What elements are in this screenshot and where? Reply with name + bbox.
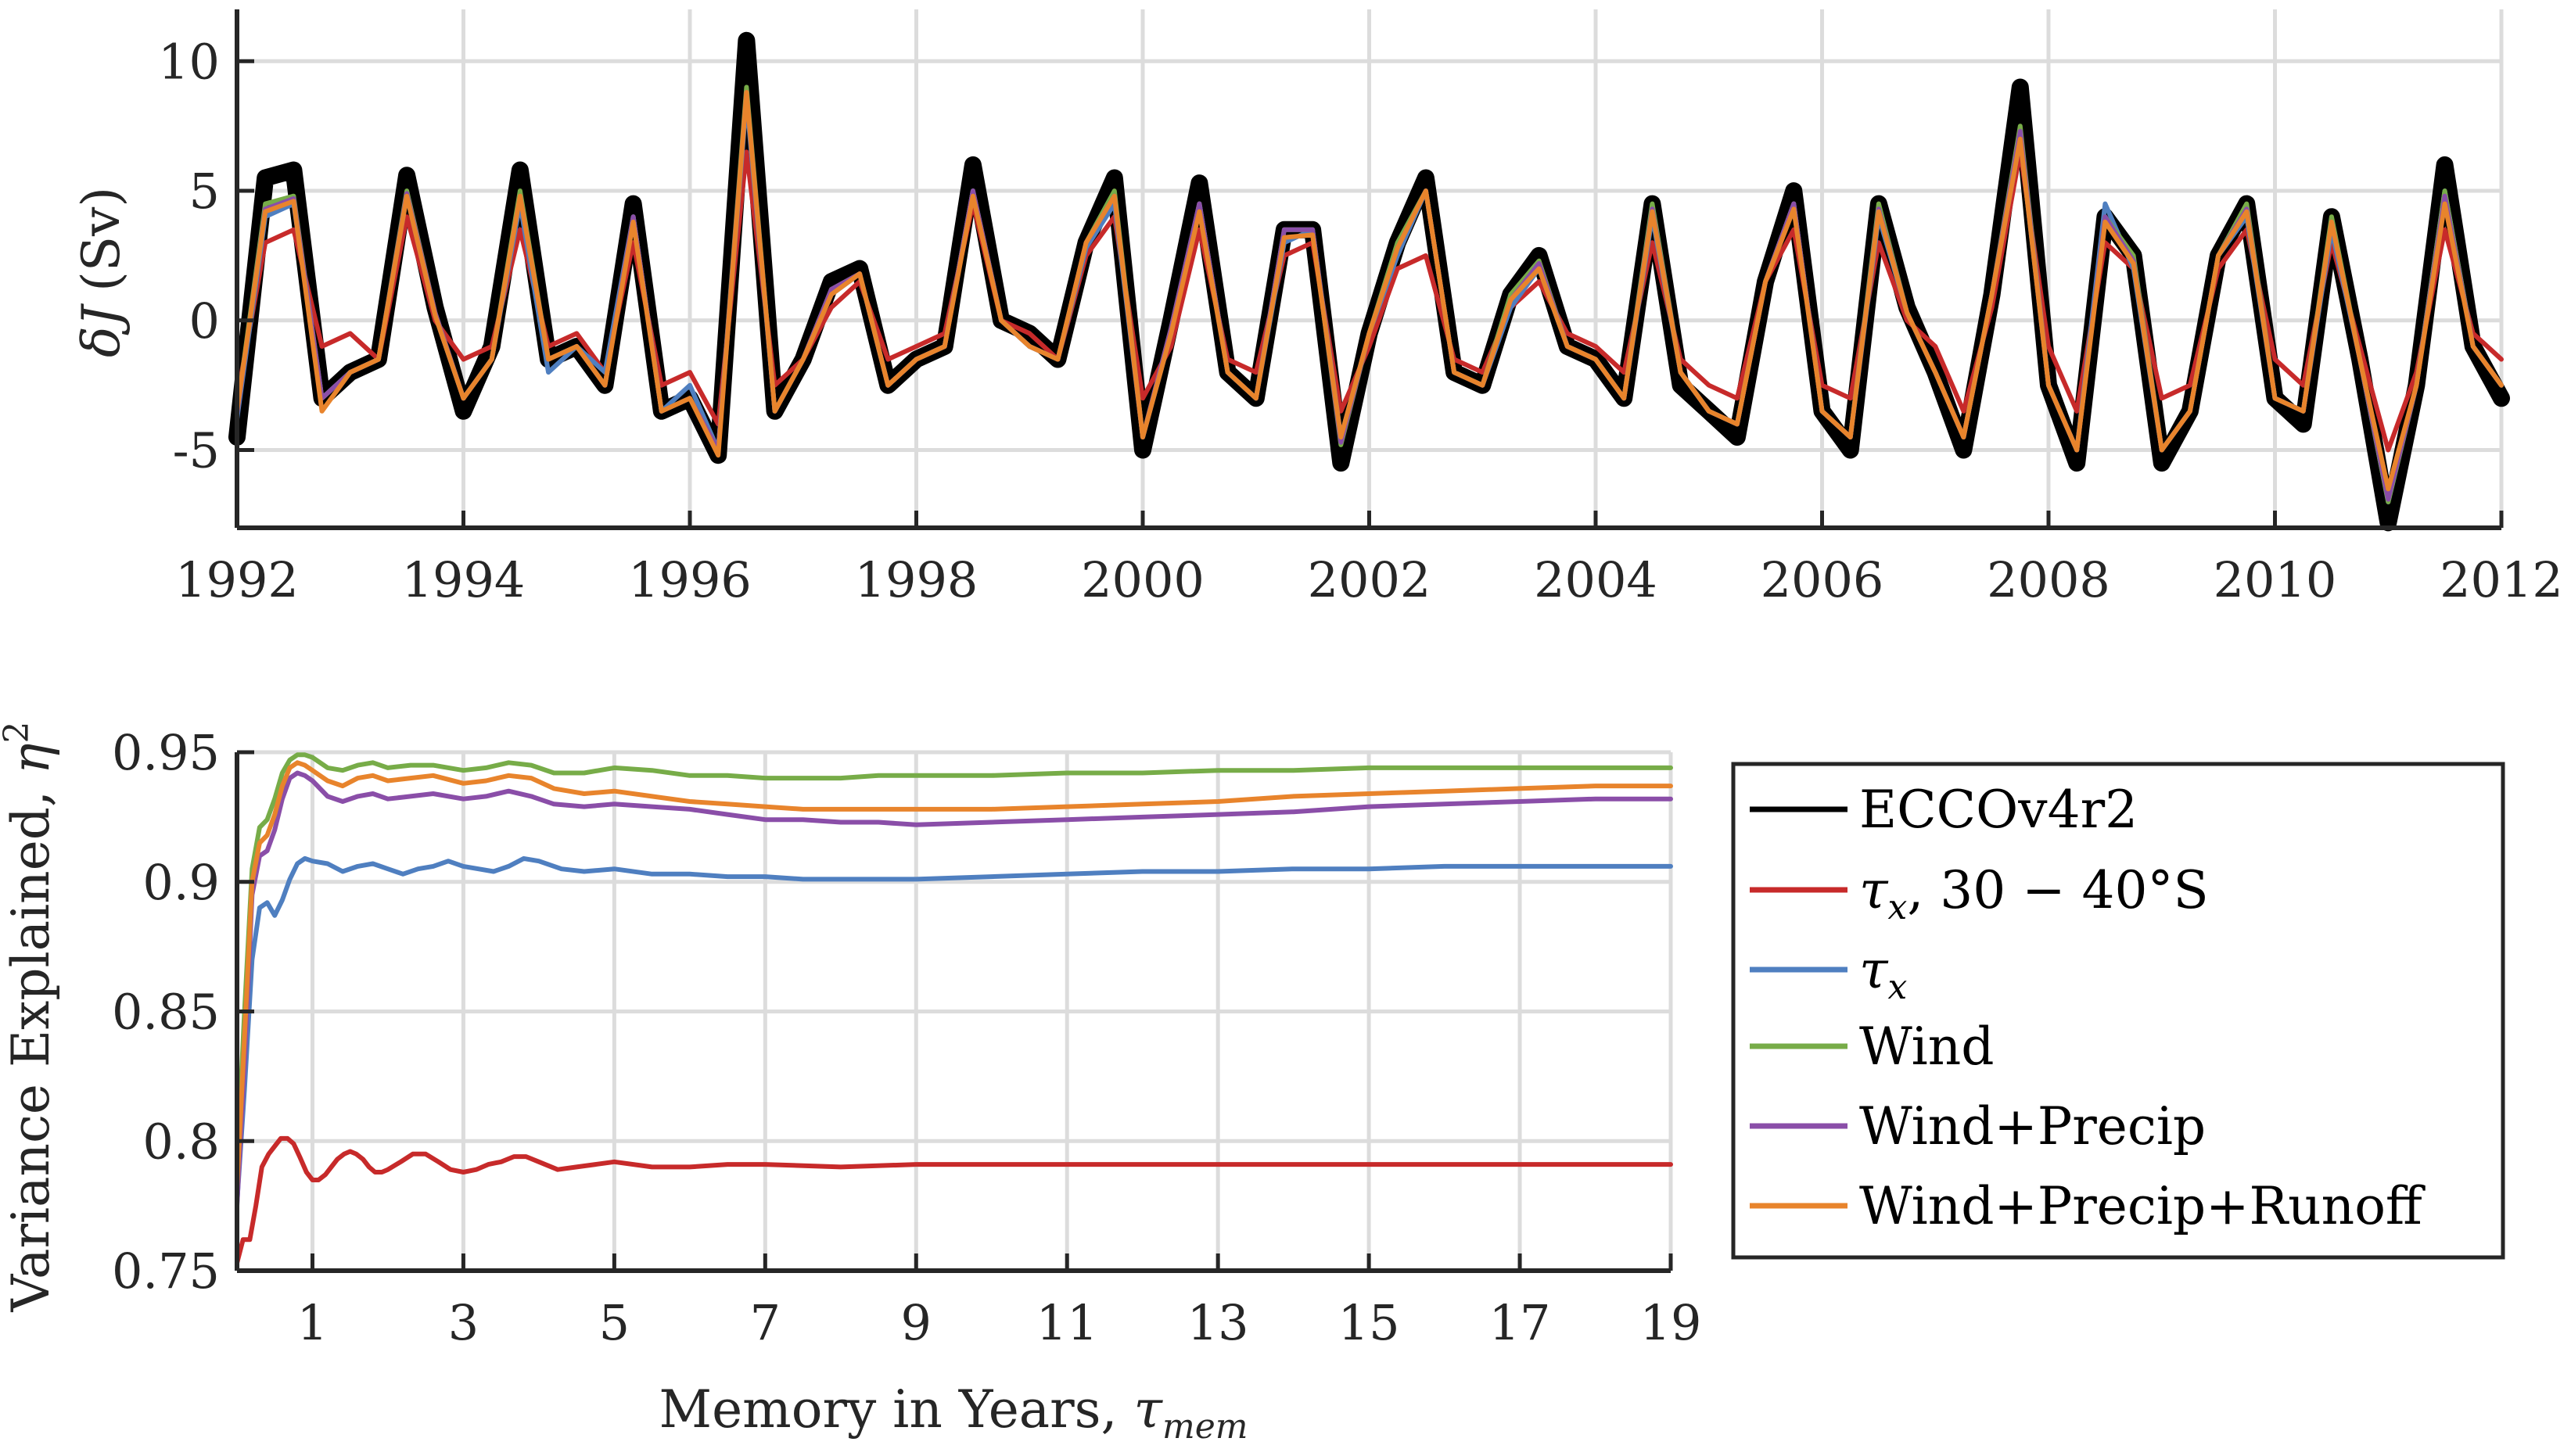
bottom-x-tick-label: 19 bbox=[1640, 1294, 1702, 1351]
bottom-y-tick-labels: 0.75 0.8 0.85 0.9 0.95 bbox=[112, 724, 220, 1300]
bottom-y-tick-label: 0.8 bbox=[142, 1113, 220, 1170]
legend-label-eccov4r2: ECCOv4r2 bbox=[1859, 780, 2138, 840]
bottom-x-axis-subscript: mem bbox=[1162, 1407, 1248, 1447]
top-x-tick-label: 1996 bbox=[628, 551, 752, 608]
top-y-axis-symbol: δJ bbox=[71, 303, 131, 357]
legend-entry-tau-x-band: τx, 30 − 40°S bbox=[1750, 860, 2209, 927]
bottom-y-tick-label: 0.75 bbox=[112, 1243, 220, 1300]
legend-label-tau-x: τx bbox=[1859, 940, 1908, 1007]
legend-label-wind: Wind bbox=[1859, 1017, 1995, 1077]
bottom-series-x bbox=[235, 855, 1673, 1206]
bottom-series-wind-precip bbox=[235, 770, 1673, 1209]
legend-label-wind-precip: Wind+Precip bbox=[1859, 1096, 2206, 1157]
bottom-axes bbox=[235, 750, 1673, 1273]
bottom-x-tick-label: 3 bbox=[448, 1294, 479, 1351]
legend-entry-wind-precip-runoff: Wind+Precip+Runoff bbox=[1750, 1176, 2426, 1236]
bottom-y-axis-superscript: 2 bbox=[0, 721, 37, 743]
bottom-x-axis-text: Memory in Years, bbox=[659, 1379, 1134, 1440]
top-x-tick-labels: 1992 1994 1996 1998 2000 2002 2004 2006 2008 2010… bbox=[175, 551, 2563, 608]
bottom-y-tick-label: 0.9 bbox=[142, 854, 220, 911]
legend-tau-x-symbol: τ bbox=[1859, 940, 1889, 1000]
top-x-tick-label: 2002 bbox=[1308, 551, 1431, 608]
bottom-gridlines bbox=[237, 750, 1673, 1273]
bottom-x-axis-label: Memory in Years, τmem bbox=[659, 1379, 1248, 1447]
top-x-tick-label: 2000 bbox=[1081, 551, 1205, 608]
top-y-tick-labels: -5 0 5 10 bbox=[158, 33, 220, 479]
top-y-axis-unit: (Sv) bbox=[71, 187, 131, 292]
bottom-y-tick-label: 0.85 bbox=[112, 984, 220, 1041]
top-x-tick-label: 1998 bbox=[855, 551, 978, 608]
bottom-y-tick-label: 0.95 bbox=[112, 724, 220, 781]
top-axes bbox=[235, 9, 2504, 530]
bottom-x-tick-label: 13 bbox=[1187, 1294, 1249, 1351]
bottom-x-tick-label: 1 bbox=[297, 1294, 328, 1351]
bottom-y-axis-label: Variance Explained, η2 bbox=[0, 721, 61, 1312]
bottom-x-tick-label: 9 bbox=[901, 1294, 932, 1351]
top-series-group bbox=[228, 31, 2510, 532]
top-y-tick-label: 10 bbox=[158, 33, 220, 90]
bottom-series-wind bbox=[235, 752, 1673, 1170]
bottom-series-wind-precip-runoff bbox=[235, 760, 1673, 1190]
legend-tau-subscript: x bbox=[1888, 888, 1908, 927]
legend: ECCOv4r2 τx, 30 − 40°S τx Wind Wind+Prec… bbox=[1731, 762, 2505, 1260]
legend-label-tau-x-band: τx, 30 − 40°S bbox=[1859, 860, 2209, 927]
legend-label-wind-precip-runoff: Wind+Precip+Runoff bbox=[1859, 1176, 2426, 1236]
bottom-x-axis-symbol: τ bbox=[1134, 1379, 1164, 1440]
bottom-x-tick-label: 17 bbox=[1489, 1294, 1551, 1351]
bottom-x-tick-labels: 1 3 5 7 9 11 13 15 17 19 bbox=[297, 1294, 1702, 1351]
top-y-axis-label: δJ (Sv) bbox=[71, 187, 131, 357]
top-x-tick-label: 2012 bbox=[2440, 551, 2563, 608]
legend-box bbox=[1731, 762, 2505, 1260]
top-x-tick-label: 1994 bbox=[402, 551, 526, 608]
bottom-series-group bbox=[235, 752, 1673, 1266]
bottom-x-tick-label: 11 bbox=[1036, 1294, 1098, 1351]
bottom-y-axis-text: Variance Explained, bbox=[1, 774, 61, 1312]
bottom-x-tick-label: 5 bbox=[599, 1294, 630, 1351]
legend-tau-suffix: , 30 − 40°S bbox=[1907, 860, 2208, 920]
legend-entry-tau-x: τx bbox=[1750, 940, 1908, 1007]
top-gridlines bbox=[235, 9, 2504, 528]
bottom-series-x-30-40-s bbox=[235, 1135, 1673, 1266]
bottom-y-axis-symbol: η bbox=[1, 743, 61, 774]
top-panel: 1992 1994 1996 1998 2000 2002 2004 2006 2008 2010… bbox=[71, 9, 2563, 608]
top-y-tick-label: 0 bbox=[189, 292, 220, 350]
legend-entry-wind-precip: Wind+Precip bbox=[1750, 1096, 2206, 1157]
top-x-tick-label: 2006 bbox=[1761, 551, 1884, 608]
bottom-x-tick-label: 15 bbox=[1338, 1294, 1400, 1351]
top-series-wind-precip-runoff bbox=[235, 90, 2504, 492]
bottom-x-tick-label: 7 bbox=[750, 1294, 781, 1351]
top-y-tick-label: -5 bbox=[173, 422, 220, 479]
top-x-tick-label: 1992 bbox=[175, 551, 299, 608]
legend-entry-wind: Wind bbox=[1750, 1017, 1995, 1077]
legend-entry-eccov4r2: ECCOv4r2 bbox=[1750, 780, 2138, 840]
top-y-tick-label: 5 bbox=[189, 163, 220, 220]
legend-tau-x-subscript: x bbox=[1888, 967, 1908, 1007]
bottom-panel: 1 3 5 7 9 11 13 15 17 19 0.750.80.850.90.95 Memor… bbox=[0, 721, 1701, 1447]
legend-tau-symbol: τ bbox=[1859, 860, 1889, 920]
top-x-tick-label: 2004 bbox=[1534, 551, 1657, 608]
top-x-tick-label: 2010 bbox=[2214, 551, 2337, 608]
top-x-tick-label: 2008 bbox=[1987, 551, 2110, 608]
